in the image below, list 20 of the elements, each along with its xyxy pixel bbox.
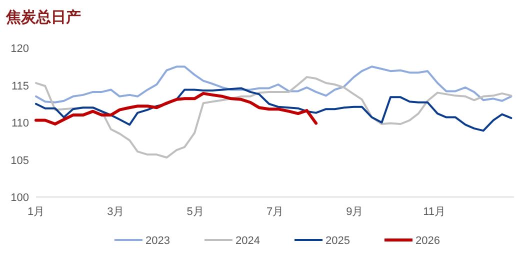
y-tick-label: 110 (11, 118, 29, 130)
y-tick-label: 100 (10, 192, 29, 204)
x-tick-label: 11月 (423, 206, 446, 218)
line-series (35, 87, 512, 132)
line-series (35, 66, 512, 104)
legend-label: 2024 (236, 235, 260, 247)
y-tick-label: 115 (11, 80, 29, 92)
legend-label: 2023 (146, 235, 170, 247)
x-tick-label: 1月 (27, 206, 45, 218)
y-tick-label: 120 (10, 43, 29, 55)
legend-label: 2026 (416, 235, 440, 247)
line-series (34, 92, 318, 126)
line-series (35, 76, 512, 159)
x-tick-label: 5月 (186, 206, 204, 218)
y-tick-label: 105 (10, 154, 29, 167)
x-tick-label: 9月 (346, 206, 364, 218)
chart-title: 焦炭总日产 (5, 9, 81, 26)
x-tick-label: 7月 (266, 206, 284, 218)
legend-label: 2025 (326, 235, 350, 247)
x-tick-label: 3月 (107, 206, 124, 218)
